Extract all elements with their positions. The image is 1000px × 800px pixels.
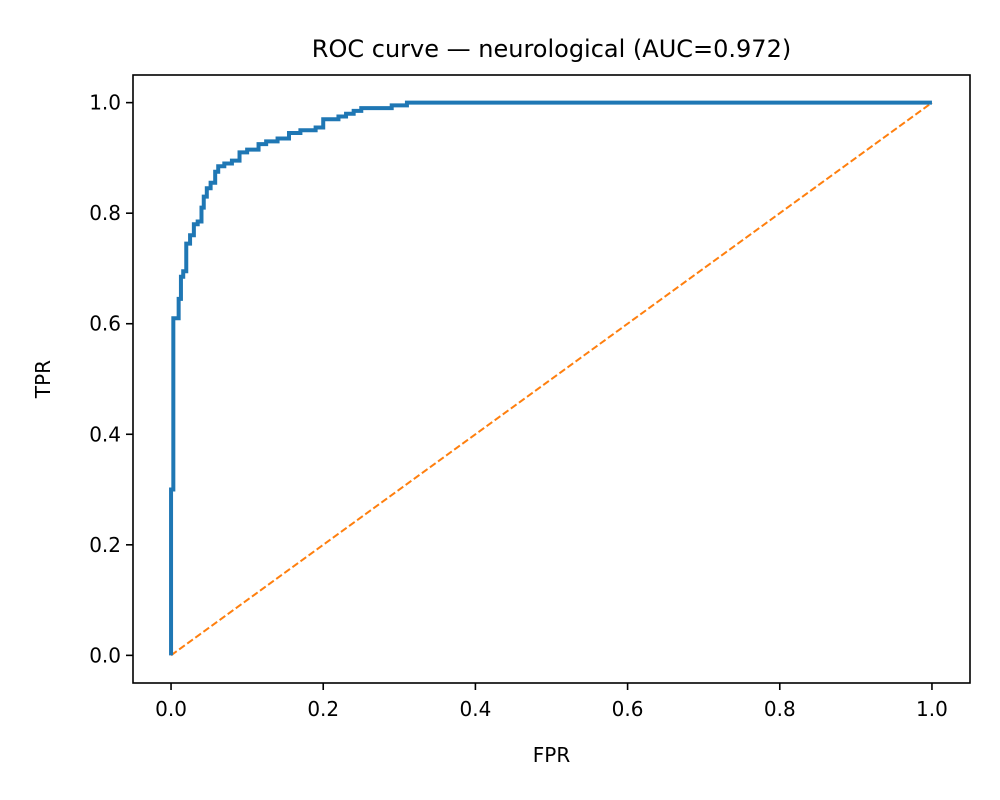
y-tick-label: 0.4: [89, 422, 121, 446]
x-tick-label: 0.2: [307, 697, 339, 721]
x-tick-label: 0.6: [612, 697, 644, 721]
y-tick-label: 0.2: [89, 533, 121, 557]
x-tick-label: 0.0: [155, 697, 187, 721]
x-tick-label: 1.0: [916, 697, 948, 721]
x-tick-label: 0.8: [764, 697, 796, 721]
chance-diagonal-line: [170, 101, 933, 657]
roc-curve-line: [169, 100, 932, 656]
axes-frame: [132, 74, 971, 684]
y-tick-label: 0.8: [89, 201, 121, 225]
y-tick-label: 0.0: [89, 643, 121, 667]
x-axis-title: FPR: [533, 743, 571, 767]
y-tick-label: 1.0: [89, 91, 121, 115]
y-axis-title: TPR: [31, 360, 55, 399]
y-axis-ticks: 0.0 0.2 0.4 0.6 0.8 1.0: [89, 91, 133, 667]
x-tick-label: 0.4: [460, 697, 492, 721]
y-tick-label: 0.6: [89, 312, 121, 336]
x-axis-ticks: 0.0 0.2 0.4 0.6 0.8 1.0: [155, 683, 948, 721]
chart-title: ROC curve — neurological (AUC=0.972): [312, 35, 791, 63]
series-layer: [169, 100, 933, 657]
